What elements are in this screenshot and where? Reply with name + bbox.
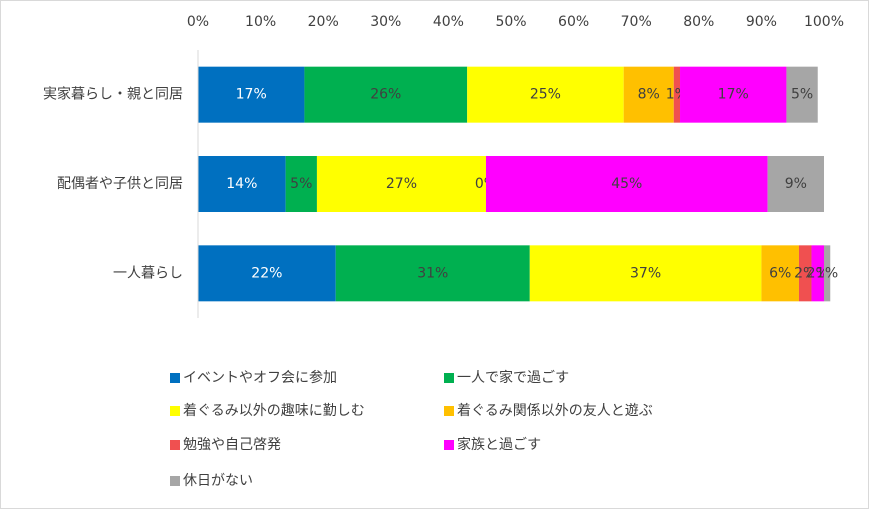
legend-swatch: [444, 406, 454, 416]
x-tick-label: 40%: [433, 14, 464, 30]
bar-segment: [767, 156, 824, 212]
x-tick-label: 70%: [621, 14, 652, 30]
bar-segment: [623, 66, 674, 123]
data-label: 14%: [226, 176, 257, 192]
data-label: 25%: [530, 87, 561, 103]
data-label: 6%: [769, 265, 791, 281]
bar-segment: [680, 66, 787, 123]
legend-label: 勉強や自己啓発: [183, 437, 281, 453]
y-tick-label: 配偶者や子供と同居: [57, 176, 183, 192]
bar-segment: [673, 66, 681, 123]
bar-segment: [335, 245, 530, 302]
x-tick-label: 20%: [308, 14, 339, 30]
legend-label: 家族と過ごす: [457, 436, 541, 453]
data-label: 1%: [816, 265, 838, 281]
legend-swatch: [444, 373, 454, 383]
legend-swatch: [170, 476, 180, 486]
data-label: 45%: [611, 176, 642, 192]
x-tick-label: 80%: [683, 14, 714, 30]
data-label: 5%: [290, 176, 312, 192]
data-label: 9%: [785, 176, 807, 192]
data-label: 17%: [236, 87, 267, 103]
bar-segment: [198, 156, 286, 212]
bar-segment: [798, 245, 812, 302]
data-label: 2%: [807, 265, 829, 281]
bar-segment: [198, 245, 336, 302]
x-tick-label: 30%: [370, 14, 401, 30]
legend-label: 着ぐるみ関係以外の友人と遊ぶ: [457, 403, 653, 419]
legend-label: 着ぐるみ以外の趣味に勤しむ: [183, 403, 365, 419]
legend-label: イベントやオフ会に参加: [183, 369, 337, 386]
data-label: 37%: [630, 265, 661, 281]
x-tick-label: 10%: [245, 14, 276, 30]
bar-segment: [811, 245, 824, 302]
data-label: 31%: [417, 265, 448, 281]
legend-swatch: [170, 406, 180, 416]
bar-segment: [304, 66, 468, 123]
data-label: 26%: [370, 87, 401, 103]
y-tick-label: 一人暮らし: [113, 265, 183, 281]
data-label: 27%: [386, 176, 417, 192]
legend-swatch: [170, 440, 180, 450]
data-label: 2%: [794, 265, 816, 281]
x-tick-label: 0%: [187, 14, 209, 30]
data-label: 8%: [638, 87, 660, 103]
x-tick-label: 90%: [746, 14, 777, 30]
data-label: 5%: [791, 87, 813, 103]
data-label: 22%: [251, 265, 282, 281]
bar-segment: [285, 156, 317, 212]
legend-label: 休日がない: [183, 473, 253, 489]
x-tick-label: 60%: [558, 14, 589, 30]
bar-segment: [198, 66, 305, 123]
bar-segment: [529, 245, 762, 302]
data-label: 17%: [718, 87, 749, 103]
bar-segment: [485, 156, 768, 212]
legend-swatch: [444, 440, 454, 450]
x-tick-label: 50%: [495, 14, 526, 30]
bar-segment: [467, 66, 624, 123]
x-tick-label: 100%: [804, 14, 844, 30]
legend-label: 一人で家で過ごす: [457, 369, 569, 386]
legend-swatch: [170, 373, 180, 383]
bar-segment: [316, 156, 486, 212]
bar-segment: [786, 66, 818, 123]
bar-segment: [824, 245, 831, 302]
y-tick-label: 実家暮らし・親と同居: [43, 86, 183, 103]
bar-segment: [761, 245, 799, 302]
